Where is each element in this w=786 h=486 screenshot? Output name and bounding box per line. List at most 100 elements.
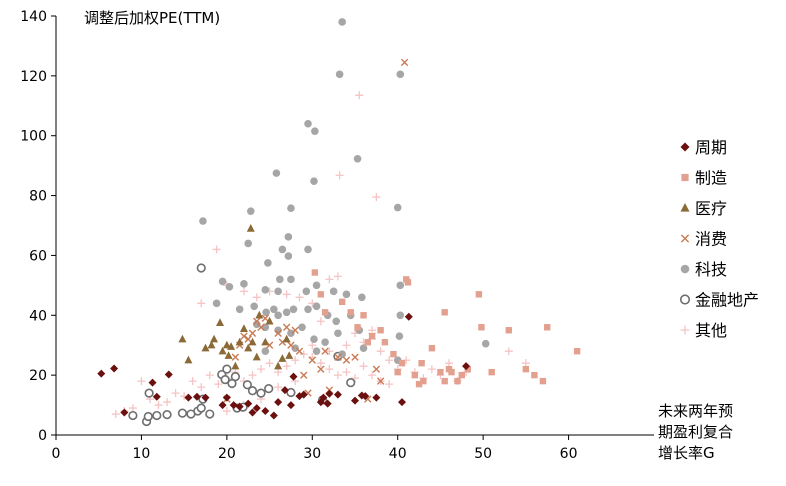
legend-marker <box>680 203 690 212</box>
data-point <box>308 356 316 364</box>
data-point <box>458 371 465 379</box>
data-point <box>257 365 266 374</box>
data-point <box>454 377 461 385</box>
data-point <box>376 377 385 385</box>
data-point <box>205 371 214 380</box>
data-point <box>372 365 381 373</box>
data-point <box>244 399 253 408</box>
data-point <box>505 327 512 334</box>
data-point <box>274 398 283 407</box>
data-point <box>244 239 253 248</box>
data-point <box>225 283 234 291</box>
data-point <box>242 380 252 390</box>
data-point <box>522 365 530 373</box>
data-point <box>235 305 244 314</box>
data-point <box>261 337 270 346</box>
data-point <box>354 324 361 331</box>
data-point <box>321 309 329 316</box>
data-point <box>171 389 180 398</box>
y-tick-label: 120 <box>20 69 47 85</box>
data-point <box>274 361 283 370</box>
y-tick-label: 0 <box>38 428 47 444</box>
y-tick-label: 40 <box>29 308 47 324</box>
data-point <box>210 334 219 343</box>
data-point <box>310 335 318 344</box>
data-point <box>334 353 342 361</box>
data-point <box>521 359 530 368</box>
data-point <box>573 348 581 355</box>
data-point <box>332 317 341 326</box>
data-point <box>358 293 366 302</box>
data-point <box>235 337 244 346</box>
data-point <box>244 335 252 343</box>
data-point <box>214 380 223 389</box>
data-point <box>274 287 282 296</box>
data-point <box>222 340 231 349</box>
data-point <box>504 347 513 356</box>
data-point <box>274 329 282 337</box>
data-point <box>396 311 405 320</box>
data-point <box>137 377 146 386</box>
data-point <box>321 347 329 355</box>
data-point <box>110 364 119 373</box>
data-point <box>312 347 321 356</box>
data-point <box>397 398 406 407</box>
data-point <box>360 312 367 319</box>
data-point <box>222 393 231 402</box>
data-point <box>372 193 381 202</box>
data-point <box>415 380 423 388</box>
data-point <box>227 378 237 389</box>
x-tick-label: 50 <box>474 446 492 462</box>
data-point <box>335 171 344 180</box>
data-point <box>351 374 359 383</box>
data-point <box>261 323 270 332</box>
data-point <box>205 409 215 419</box>
data-point <box>248 329 257 337</box>
data-point <box>304 245 312 254</box>
data-point <box>265 316 274 325</box>
data-point <box>111 410 120 419</box>
data-point <box>282 362 291 371</box>
data-point <box>218 277 227 286</box>
x-tick-label: 30 <box>303 446 321 462</box>
data-point <box>333 390 342 399</box>
data-point <box>400 58 409 67</box>
data-point <box>368 326 377 335</box>
data-point <box>311 127 319 136</box>
data-point <box>247 386 258 396</box>
data-point <box>404 312 413 321</box>
data-point <box>295 347 304 355</box>
data-point <box>325 365 334 374</box>
data-point <box>252 404 261 413</box>
data-point <box>311 269 319 276</box>
data-point <box>329 287 338 296</box>
data-point <box>376 347 385 356</box>
data-point <box>418 359 425 367</box>
data-point <box>148 378 157 387</box>
data-point <box>227 342 236 350</box>
data-point <box>355 91 364 100</box>
data-point <box>398 359 406 367</box>
y-tick-label: 80 <box>29 189 47 205</box>
x-tick-label: 10 <box>133 446 151 462</box>
y-tick-label: 100 <box>20 129 47 145</box>
data-point <box>196 263 206 273</box>
data-point <box>224 351 233 359</box>
x-ticks: 0 10 20 30 40 50 60 <box>52 435 578 462</box>
data-point <box>312 302 321 311</box>
y-tick-label: 60 <box>29 248 47 264</box>
data-point <box>270 305 278 314</box>
x-tick-label: 60 <box>560 446 578 462</box>
data-point <box>317 365 325 373</box>
data-point <box>475 291 483 298</box>
data-point <box>295 293 304 302</box>
data-point <box>287 341 295 349</box>
data-point <box>390 350 397 358</box>
data-point <box>164 370 173 379</box>
data-point <box>255 310 264 319</box>
data-point <box>222 364 232 374</box>
series-triangle <box>178 223 294 370</box>
data-point <box>478 324 485 331</box>
data-point <box>282 308 291 317</box>
